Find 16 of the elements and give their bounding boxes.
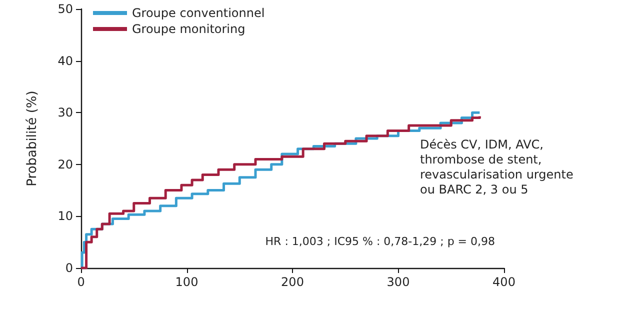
y-tick-label: 50 (58, 2, 73, 16)
y-tick-label: 30 (58, 106, 73, 120)
x-tick-label: 300 (386, 275, 410, 289)
y-tick-label: 20 (58, 157, 73, 172)
x-tick-label: 200 (281, 275, 304, 289)
legend-label: Groupe conventionnel (132, 6, 265, 20)
x-tick-label: 0 (77, 275, 85, 289)
legend-label: Groupe monitoring (132, 22, 246, 36)
x-tick-label: 100 (175, 275, 198, 289)
y-tick-label: 0 (65, 261, 73, 275)
y-axis-title: Probabilité (%) (25, 90, 40, 186)
x-tick-label: 400 (492, 275, 516, 289)
y-tick-label: 40 (58, 54, 73, 68)
annotation: HR : 1,003 ; IC95 % : 0,78-1,29 ; p = 0,98 (265, 235, 496, 248)
annotation: Décès CV, IDM, AVC, thrombose de stent, revascularisation urgente ou BARC 2, 3 ou 5 (420, 138, 574, 196)
y-tick-label: 10 (58, 209, 73, 224)
